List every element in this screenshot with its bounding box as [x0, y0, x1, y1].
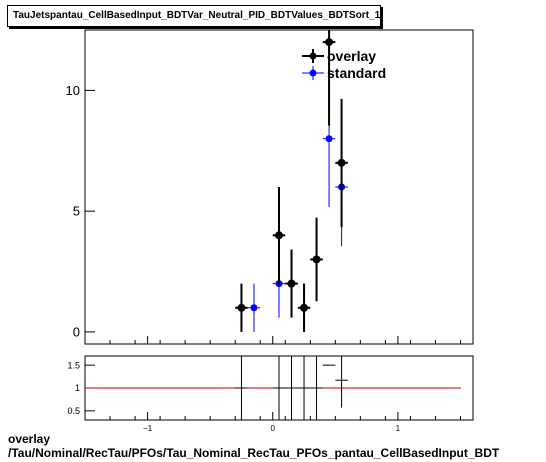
standard-series-point — [250, 304, 258, 312]
legend-label-standard: standard — [327, 65, 386, 81]
ratio-xtick-label: −1 — [143, 424, 153, 433]
main-ytick-label: 5 — [73, 204, 80, 219]
ratio-ytick-label: 1.5 — [67, 360, 80, 370]
overlay-series-point — [237, 303, 246, 312]
main-ytick-label: 0 — [73, 324, 80, 339]
overlay-series-point — [300, 303, 309, 312]
histogram-title: TauJetspantau_CellBasedInput_BDTVar_Neut… — [7, 5, 381, 27]
ratio-xtick-label: 0 — [271, 424, 276, 433]
ratio-ytick-label: 0.5 — [67, 406, 80, 416]
footer-caption-line2: /Tau/Nominal/RecTau/PFOs/Tau_Nominal_Rec… — [8, 446, 500, 460]
ratio-xtick-label: 1 — [396, 424, 401, 433]
footer-caption-line1: overlay — [8, 432, 51, 446]
overlay-series-point — [337, 158, 346, 167]
overlay-series-point — [287, 279, 296, 288]
legend-marker-point — [309, 52, 317, 60]
main-plot-frame — [84, 29, 474, 345]
legend-marker-point — [309, 69, 317, 77]
histogram-title-text: TauJetspantau_CellBasedInput_BDTVar_Neut… — [13, 10, 381, 21]
overlay-series-point — [325, 38, 334, 47]
legend-label-overlay: overlay — [327, 48, 376, 64]
ratio-ytick-label: 1 — [75, 383, 80, 393]
standard-series-point — [325, 135, 333, 143]
main-ytick-label: 10 — [66, 83, 80, 98]
overlay-series-point — [275, 231, 283, 240]
overlay-series-point — [312, 255, 321, 264]
